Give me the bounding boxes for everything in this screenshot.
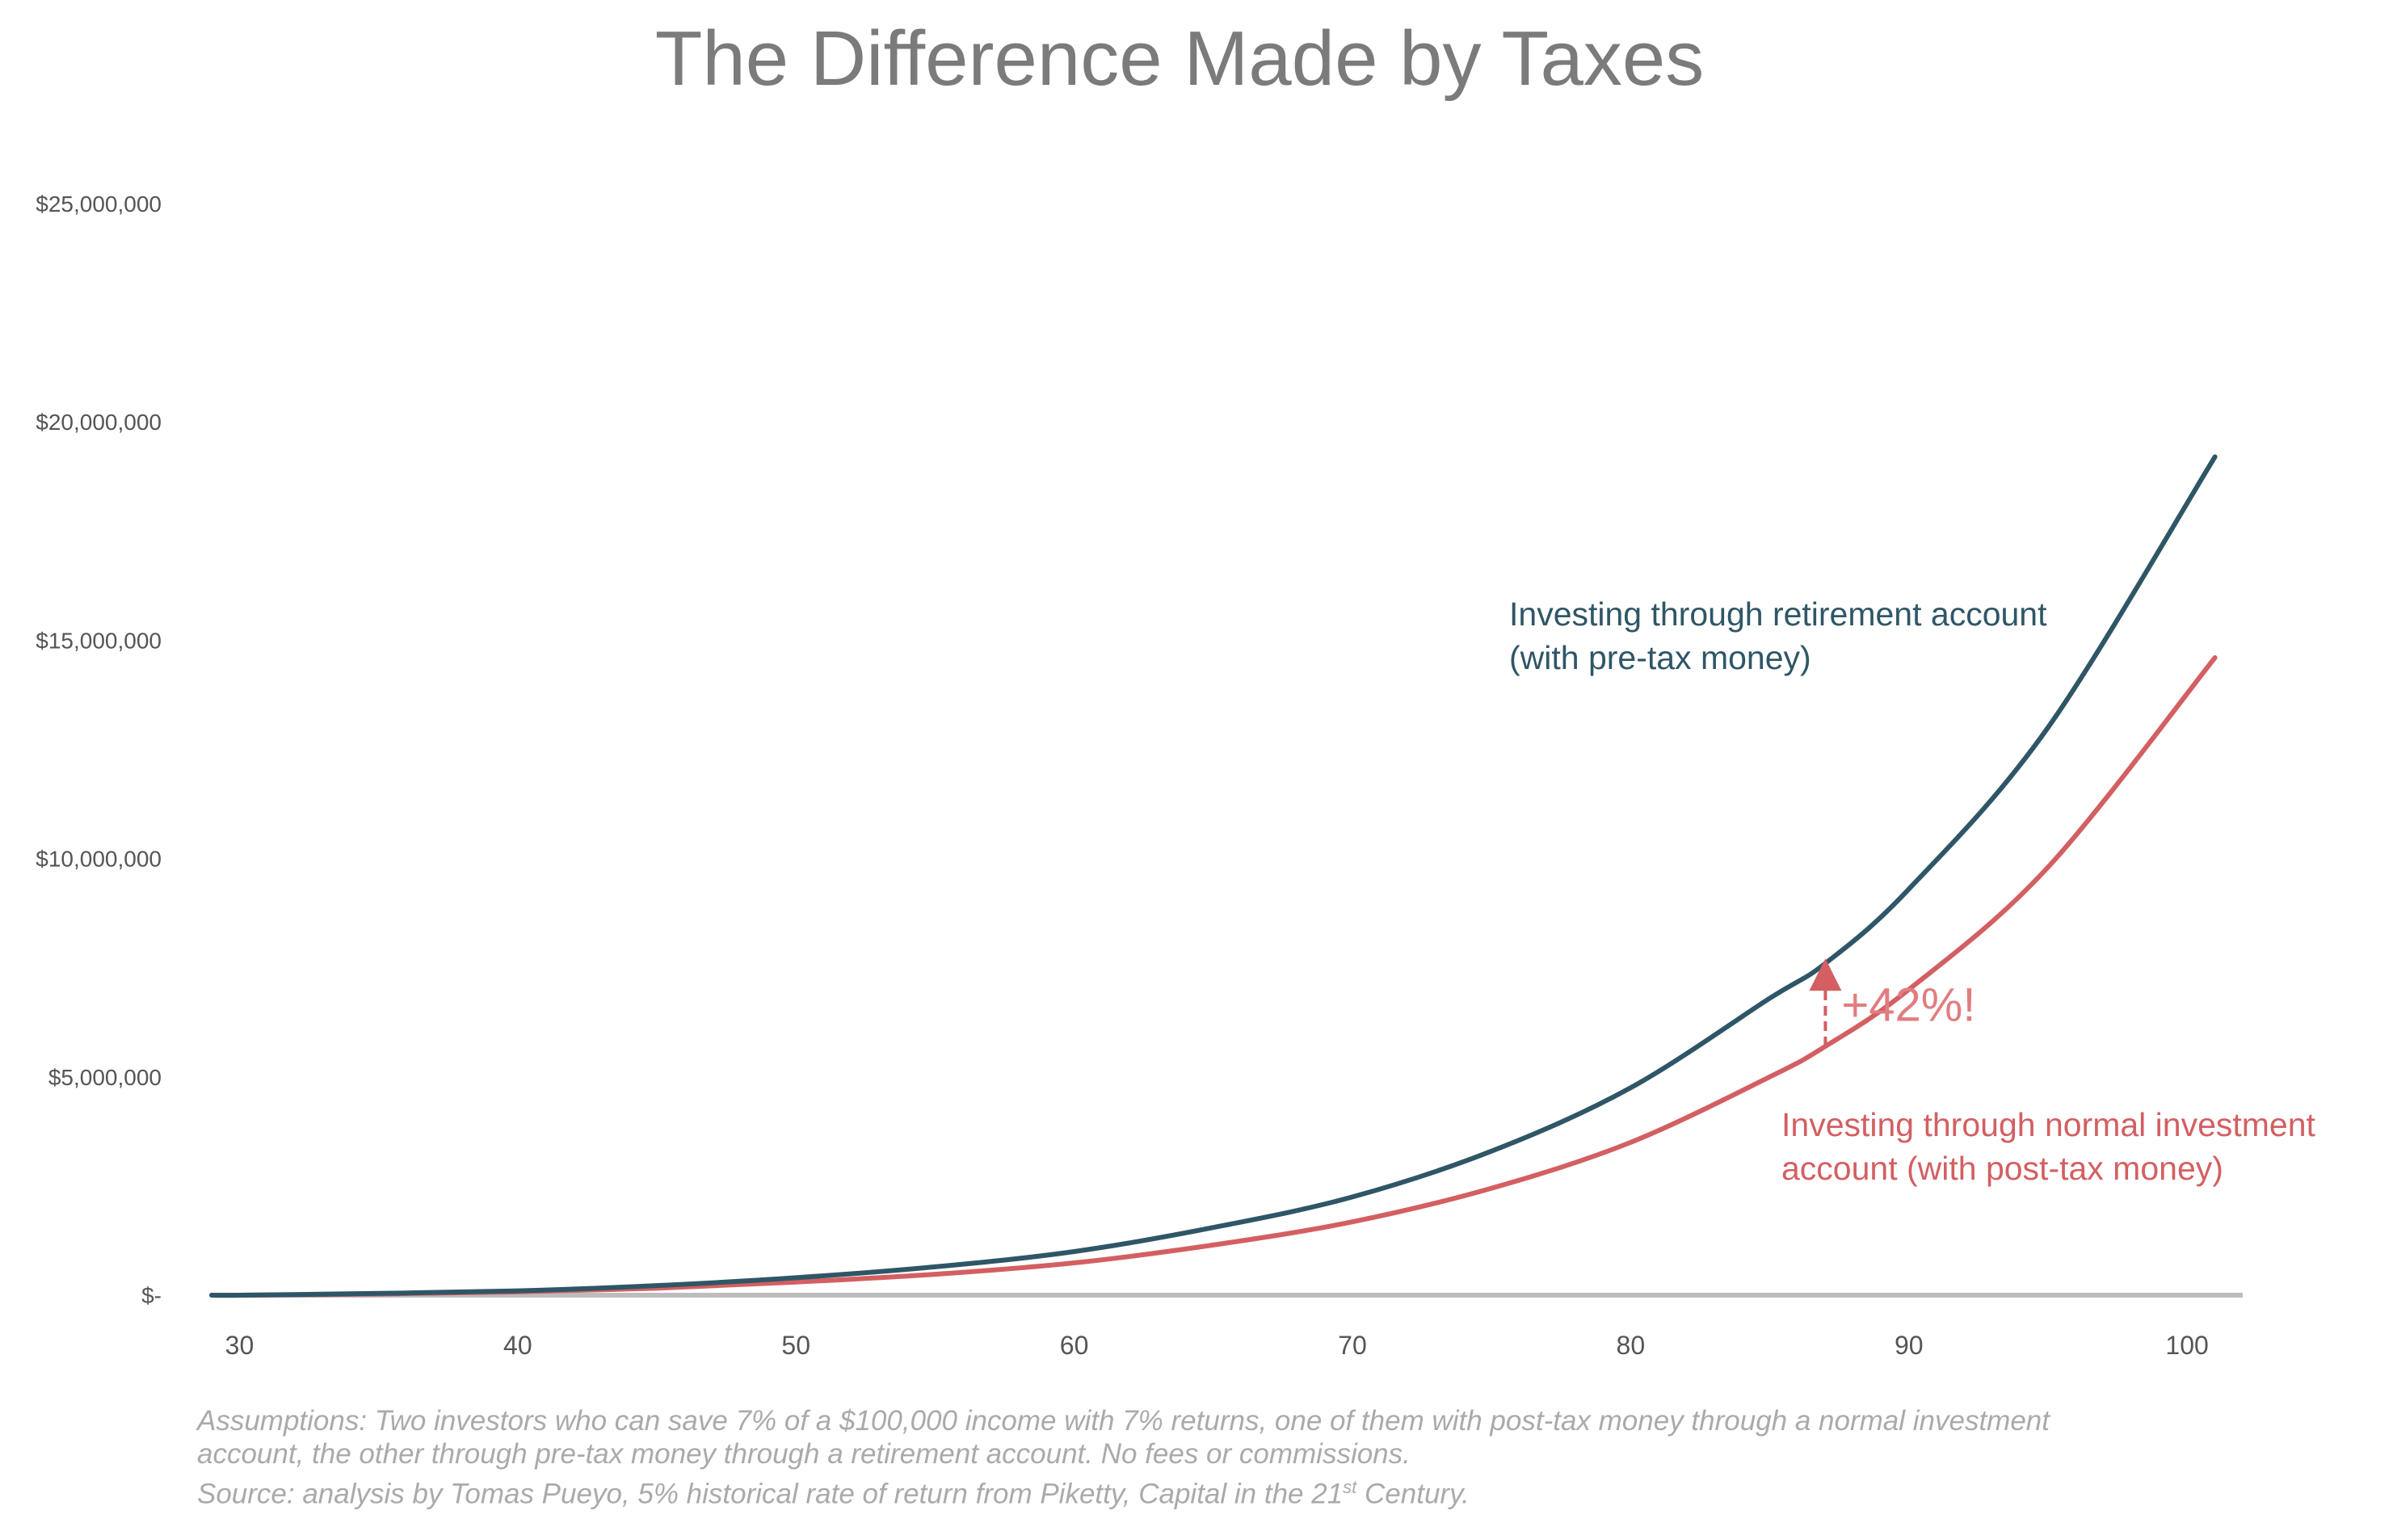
y-axis-ticks: $- $5,000,000 $10,000,000 $15,000,000 $20,00… [36,191,162,1308]
footnote-line-1: Assumptions: Two investors who can save … [197,1405,2050,1437]
x-tick-label: 90 [1895,1331,1924,1360]
series-label-normal: Investing through normal investment accou… [1781,1106,2316,1187]
x-tick-label: 100 [2165,1331,2208,1360]
series-label-line: account (with post-tax money) [1781,1150,2223,1187]
annotation-label: +42%! [1841,979,1975,1032]
series-line-normal [209,655,2218,1298]
series-label-line: Investing through retirement account [1509,595,2047,633]
series-labels: Investing through retirement account (wit… [1509,595,2316,1187]
footnote-line-3: Source: analysis by Tomas Pueyo, 5% hist… [197,1471,2217,1511]
x-tick-label: 60 [1060,1331,1089,1360]
x-tick-label: 50 [781,1331,810,1360]
y-tick-label: $10,000,000 [36,847,162,872]
series-label-retirement: Investing through retirement account (wit… [1509,595,2047,676]
line-chart: $- $5,000,000 $10,000,000 $15,000,000 $20,00… [36,191,2316,1360]
y-tick-label: $15,000,000 [36,628,162,653]
footnote-line-2: account, the other through pre-tax money… [197,1438,1411,1470]
x-tick-label: 80 [1617,1331,1646,1360]
x-axis-ticks: 30 40 50 60 70 80 90 100 [225,1331,2209,1360]
x-tick-label: 30 [225,1331,254,1360]
x-tick-label: 70 [1338,1331,1367,1360]
y-tick-label: $5,000,000 [48,1065,162,1090]
footnote: Assumptions: Two investors who can save … [197,1404,2217,1511]
footnote-superscript: st [1343,1477,1357,1497]
chart-title: The Difference Made by Taxes [654,15,1705,102]
series-label-line: Investing through normal investment [1781,1106,2316,1143]
footnote-source-suffix: Century. [1356,1478,1470,1510]
series-label-line: (with pre-tax money) [1509,639,1811,676]
y-tick-label: $- [141,1283,162,1308]
series-line-retirement [209,454,2218,1298]
y-tick-label: $25,000,000 [36,191,162,217]
x-tick-label: 40 [503,1331,532,1360]
footnote-source-text: Source: analysis by Tomas Pueyo, 5% hist… [197,1478,1344,1510]
percent-annotation: +42%! [1809,958,1976,1046]
y-tick-label: $20,000,000 [36,410,162,435]
series-lines [209,454,2218,1298]
